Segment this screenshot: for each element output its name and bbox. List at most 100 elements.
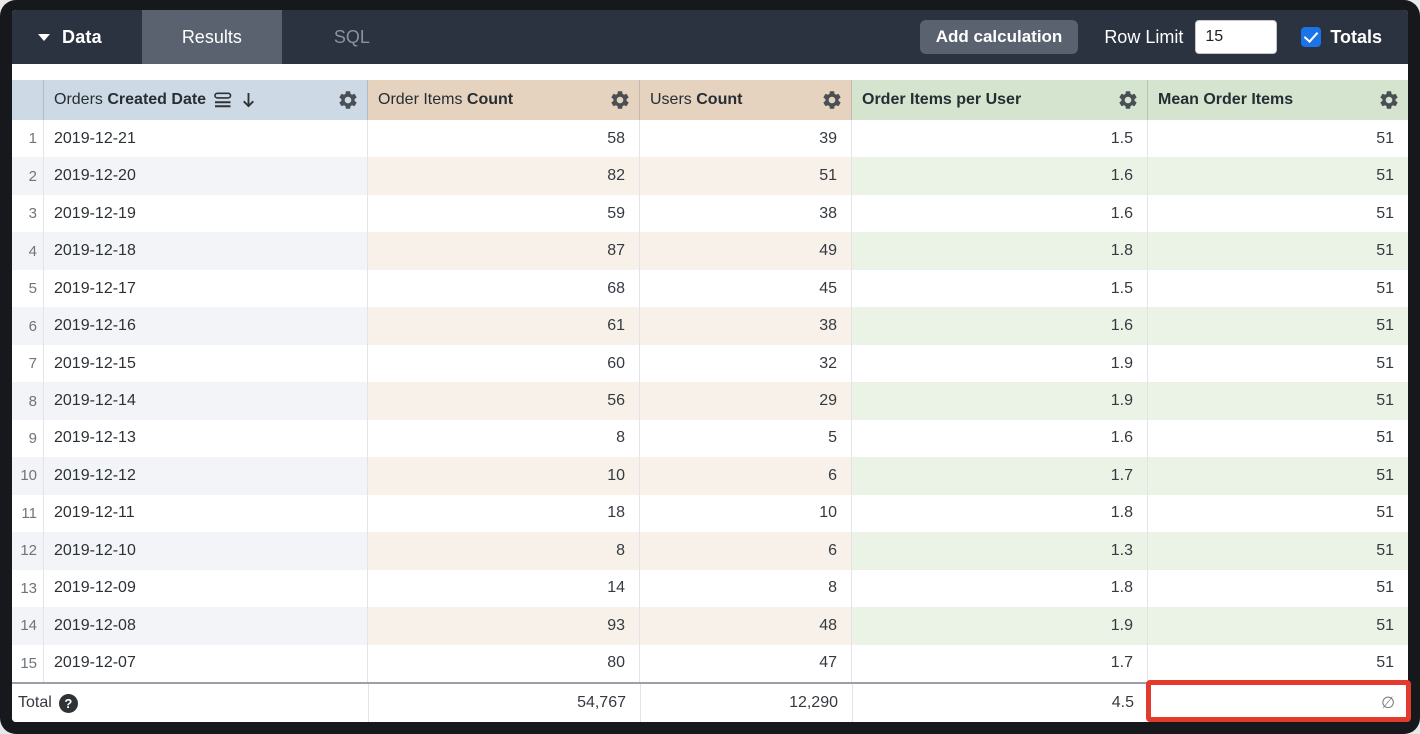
cell-users-count[interactable]: 5	[640, 419, 852, 458]
column-header-users-count[interactable]: Users Count	[640, 80, 852, 120]
cell-order-items-count[interactable]: 8	[368, 419, 640, 458]
cell-mean-order-items[interactable]: 51	[1148, 194, 1408, 233]
cell-mean-order-items[interactable]: 51	[1148, 569, 1408, 608]
cell-order-items-per-user[interactable]: 1.9	[852, 382, 1148, 420]
total-label-cell: Total ?	[12, 684, 369, 722]
cell-order-items-per-user[interactable]: 1.6	[852, 157, 1148, 195]
cell-orders-created-date[interactable]: 2019-12-13	[44, 419, 368, 458]
cell-users-count[interactable]: 8	[640, 569, 852, 608]
cell-users-count[interactable]: 10	[640, 494, 852, 533]
cell-mean-order-items[interactable]: 51	[1148, 532, 1408, 570]
cell-order-items-per-user[interactable]: 1.9	[852, 344, 1148, 383]
cell-mean-order-items[interactable]: 51	[1148, 644, 1408, 683]
cell-users-count[interactable]: 51	[640, 157, 852, 195]
cell-order-items-per-user[interactable]: 1.3	[852, 532, 1148, 570]
gear-icon[interactable]	[1117, 89, 1139, 111]
cell-orders-created-date[interactable]: 2019-12-16	[44, 307, 368, 345]
column-header-order-items-per-user[interactable]: Order Items per User	[852, 80, 1148, 120]
cell-orders-created-date[interactable]: 2019-12-08	[44, 607, 368, 645]
help-icon[interactable]: ?	[58, 693, 78, 713]
cell-users-count[interactable]: 39	[640, 120, 852, 158]
cell-order-items-count[interactable]: 56	[368, 382, 640, 420]
cell-order-items-count[interactable]: 60	[368, 344, 640, 383]
cell-order-items-per-user[interactable]: 1.6	[852, 194, 1148, 233]
cell-orders-created-date[interactable]: 2019-12-18	[44, 232, 368, 270]
cell-order-items-per-user[interactable]: 1.8	[852, 569, 1148, 608]
gear-icon[interactable]	[1378, 89, 1400, 111]
cell-order-items-per-user[interactable]: 1.7	[852, 644, 1148, 683]
cell-order-items-count[interactable]: 68	[368, 269, 640, 308]
cell-orders-created-date[interactable]: 2019-12-09	[44, 569, 368, 608]
total-order-items-count[interactable]: 54,767	[369, 684, 641, 722]
cell-order-items-per-user[interactable]: 1.9	[852, 607, 1148, 645]
cell-order-items-per-user[interactable]: 1.6	[852, 419, 1148, 458]
column-header-mean-order-items[interactable]: Mean Order Items	[1148, 80, 1408, 120]
cell-order-items-count[interactable]: 93	[368, 607, 640, 645]
cell-users-count[interactable]: 32	[640, 344, 852, 383]
totals-checkbox[interactable]	[1301, 27, 1322, 47]
cell-mean-order-items[interactable]: 51	[1148, 419, 1408, 458]
cell-mean-order-items[interactable]: 51	[1148, 232, 1408, 270]
total-mean-order-items[interactable]: ∅	[1149, 684, 1408, 722]
sort-descending-icon[interactable]	[240, 91, 257, 109]
cell-users-count[interactable]: 29	[640, 382, 852, 420]
add-calculation-button[interactable]: Add calculation	[919, 20, 1079, 54]
cell-mean-order-items[interactable]: 51	[1148, 607, 1408, 645]
cell-users-count[interactable]: 6	[640, 457, 852, 495]
column-label: Mean Order Items	[1158, 91, 1294, 108]
column-header-orders-created-date[interactable]: Orders Created Date	[44, 80, 368, 120]
cell-orders-created-date[interactable]: 2019-12-20	[44, 157, 368, 195]
cell-order-items-count[interactable]: 59	[368, 194, 640, 233]
tab-sql[interactable]: SQL	[333, 26, 370, 47]
cell-order-items-count[interactable]: 87	[368, 232, 640, 270]
cell-orders-created-date[interactable]: 2019-12-21	[44, 120, 368, 158]
cell-orders-created-date[interactable]: 2019-12-19	[44, 194, 368, 233]
cell-order-items-count[interactable]: 82	[368, 157, 640, 195]
cell-order-items-count[interactable]: 18	[368, 494, 640, 533]
cell-mean-order-items[interactable]: 51	[1148, 382, 1408, 420]
cell-order-items-count[interactable]: 58	[368, 120, 640, 158]
cell-order-items-count[interactable]: 61	[368, 307, 640, 345]
cell-orders-created-date[interactable]: 2019-12-12	[44, 457, 368, 495]
cell-order-items-count[interactable]: 80	[368, 644, 640, 683]
cell-mean-order-items[interactable]: 51	[1148, 344, 1408, 383]
cell-orders-created-date[interactable]: 2019-12-17	[44, 269, 368, 308]
cell-order-items-per-user[interactable]: 1.8	[852, 232, 1148, 270]
tab-results[interactable]: Results	[141, 10, 282, 64]
total-order-items-per-user[interactable]: 4.5	[853, 684, 1149, 722]
cell-users-count[interactable]: 38	[640, 307, 852, 345]
cell-order-items-per-user[interactable]: 1.7	[852, 457, 1148, 495]
row-limit-input[interactable]	[1195, 20, 1278, 54]
cell-order-items-count[interactable]: 10	[368, 457, 640, 495]
cell-order-items-count[interactable]: 14	[368, 569, 640, 608]
gear-icon[interactable]	[337, 89, 359, 111]
cell-orders-created-date[interactable]: 2019-12-14	[44, 382, 368, 420]
cell-order-items-per-user[interactable]: 1.5	[852, 120, 1148, 158]
cell-order-items-count[interactable]: 8	[368, 532, 640, 570]
data-section-toggle[interactable]: Data	[12, 10, 142, 64]
cell-order-items-per-user[interactable]: 1.5	[852, 269, 1148, 308]
cell-order-items-per-user[interactable]: 1.8	[852, 494, 1148, 533]
column-header-order-items-count[interactable]: Order Items Count	[368, 80, 640, 120]
cell-users-count[interactable]: 38	[640, 194, 852, 233]
cell-mean-order-items[interactable]: 51	[1148, 269, 1408, 308]
cell-users-count[interactable]: 49	[640, 232, 852, 270]
cell-orders-created-date[interactable]: 2019-12-15	[44, 344, 368, 383]
gear-icon[interactable]	[609, 89, 631, 111]
subtotal-icon	[214, 92, 232, 108]
cell-users-count[interactable]: 45	[640, 269, 852, 308]
cell-users-count[interactable]: 48	[640, 607, 852, 645]
cell-mean-order-items[interactable]: 51	[1148, 494, 1408, 533]
cell-order-items-per-user[interactable]: 1.6	[852, 307, 1148, 345]
cell-users-count[interactable]: 47	[640, 644, 852, 683]
cell-users-count[interactable]: 6	[640, 532, 852, 570]
total-users-count[interactable]: 12,290	[641, 684, 853, 722]
cell-orders-created-date[interactable]: 2019-12-07	[44, 644, 368, 683]
gear-icon[interactable]	[821, 89, 843, 111]
cell-orders-created-date[interactable]: 2019-12-11	[44, 494, 368, 533]
cell-mean-order-items[interactable]: 51	[1148, 157, 1408, 195]
cell-mean-order-items[interactable]: 51	[1148, 307, 1408, 345]
cell-mean-order-items[interactable]: 51	[1148, 120, 1408, 158]
cell-orders-created-date[interactable]: 2019-12-10	[44, 532, 368, 570]
cell-mean-order-items[interactable]: 51	[1148, 457, 1408, 495]
